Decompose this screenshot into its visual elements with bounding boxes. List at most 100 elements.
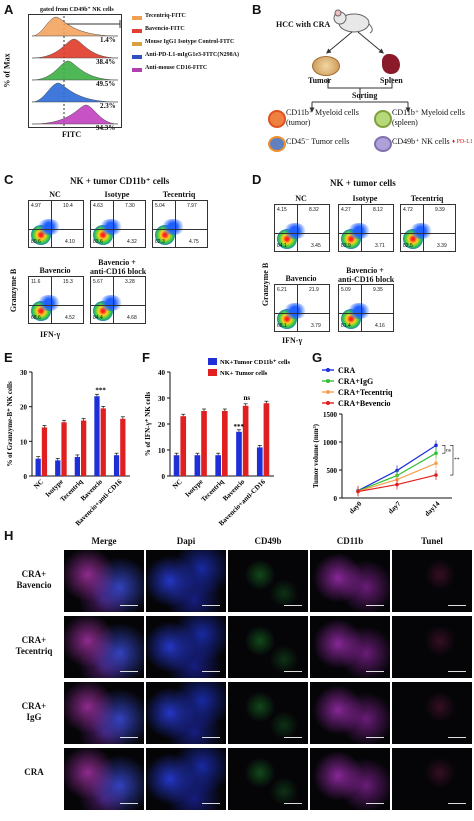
quadrant-value: 4.32 <box>127 239 137 245</box>
cell-icon-3 <box>268 136 286 152</box>
y-tick-label: 30 <box>20 369 28 377</box>
panel-d-title: NK + tumor cells <box>330 178 396 188</box>
legend-marker <box>326 401 330 405</box>
quadrant-value: 11.6 <box>31 279 41 285</box>
quadrant-value: 4.72 <box>403 207 413 213</box>
legend-text: CRA+Bevencio <box>338 399 391 408</box>
quadrant-value: 9.39 <box>435 207 445 213</box>
scatter-quad-plot: 5.67 3.28 84.4 4.68 <box>90 276 146 324</box>
scatter-quad-plot: 6.21 21.9 68.1 3.79 <box>274 284 330 332</box>
bar <box>263 403 270 476</box>
scale-bar <box>448 671 466 672</box>
scale-bar <box>366 671 384 672</box>
scatter-quad-plot: 4.27 8.12 83.9 3.71 <box>338 204 394 252</box>
fluorescence-image <box>310 748 390 810</box>
quadrant-value: 4.10 <box>65 239 75 245</box>
panel-a-label: A <box>4 2 14 17</box>
quadrant-value: 83.6 <box>93 239 103 245</box>
density-spread <box>161 219 185 235</box>
percent-1: 1.4% <box>100 36 116 44</box>
fluorescence-image <box>146 616 226 678</box>
panel-c-xlabel: IFN-γ <box>40 330 61 339</box>
fluorescence-image <box>392 682 472 744</box>
gate-h <box>91 229 145 230</box>
scale-bar <box>366 737 384 738</box>
cell-icon-1 <box>268 110 286 128</box>
gate-v <box>361 205 362 251</box>
item-3: CD45⁻ Tumor cells <box>286 137 350 146</box>
scale-bar <box>448 605 466 606</box>
legend-swatch <box>132 68 142 72</box>
significance-label: ns <box>446 447 451 453</box>
scale-bar <box>120 737 138 738</box>
scale-bar <box>366 605 384 606</box>
bar <box>173 455 180 476</box>
bar <box>236 431 242 476</box>
legend-text: NK+Tumor CD11b⁺ cells <box>220 359 290 366</box>
scale-bar <box>448 803 466 804</box>
fluorescence-image <box>310 682 390 744</box>
panel-e-label: E <box>4 350 13 365</box>
scatter-quad-plot: 5.04 7.97 82.3 4.75 <box>152 200 208 248</box>
quadrant-value: 5.67 <box>93 279 103 285</box>
panel-g-label: G <box>312 350 323 365</box>
legend-marker <box>326 379 330 383</box>
quadrant-value: 6.21 <box>277 287 287 293</box>
scatter-quad-plot: 4.15 8.32 84.1 3.45 <box>274 204 330 252</box>
bar <box>61 422 67 476</box>
fluorescence-image <box>310 616 390 678</box>
scale-bar <box>202 671 220 672</box>
gate-v <box>297 205 298 251</box>
histogram-curve <box>31 38 119 59</box>
panel-b-label: B <box>252 2 262 17</box>
fluorescence-image <box>310 550 390 612</box>
scatter-quad-plot: 4.72 9.39 82.5 3.39 <box>400 204 456 252</box>
legend-marker <box>326 368 330 372</box>
plot-title: Tecentriq <box>162 190 196 199</box>
scale-bar <box>284 737 302 738</box>
legend-item-4: Anti-PD-L1-mIgG1e3-FITC(N298A) <box>132 51 252 64</box>
bar <box>113 455 120 476</box>
scale-bar <box>202 803 220 804</box>
legend-item-2: Bavencio-FITC <box>132 25 252 38</box>
bar <box>41 427 48 476</box>
y-tick-label: 40 <box>158 369 166 377</box>
mouse-icon <box>333 9 373 34</box>
percent-4: 2.3% <box>100 102 116 110</box>
column-header: CD49b <box>254 536 282 546</box>
scale-bar <box>120 671 138 672</box>
item-2: CD11b⁺ Myeloid cells (spleen) <box>392 108 465 127</box>
legend-swatch <box>208 369 217 376</box>
quadrant-value: 84.4 <box>93 315 103 321</box>
quadrant-value: 68.6 <box>31 315 41 321</box>
plot-title: Bavencio <box>39 266 71 275</box>
spleen-icon <box>382 54 400 74</box>
item-4: CD49b⁺ NK cells <box>392 137 450 146</box>
bar <box>180 416 187 476</box>
bar <box>120 418 126 476</box>
percent-2: 38.4% <box>96 58 116 66</box>
bar <box>81 420 87 476</box>
quadrant-value: 83.9 <box>341 243 351 249</box>
column-header: CD11b <box>336 536 364 546</box>
fluorescence-image <box>228 616 308 678</box>
gate-v <box>113 277 114 323</box>
fluorescence-image <box>64 682 144 744</box>
y-tick-label: 10 <box>158 447 166 455</box>
fluorescence-image <box>146 682 226 744</box>
fluorescence-image <box>64 616 144 678</box>
fluorescence-image <box>392 748 472 810</box>
scale-bar <box>366 803 384 804</box>
legend-text: Anti-PD-L1-mIgG1e3-FITC(N298A) <box>145 52 239 58</box>
quadrant-value: 80.6 <box>31 239 41 245</box>
quadrant-value: 3.39 <box>437 243 447 249</box>
gate-v <box>423 205 424 251</box>
legend-item-5: Anti-mouse CD16-FITC <box>132 64 252 77</box>
legend-marker <box>326 390 330 394</box>
plot-title: Isotype <box>352 194 378 203</box>
histogram-curve <box>31 104 119 125</box>
cell-icon-4 <box>374 136 392 152</box>
